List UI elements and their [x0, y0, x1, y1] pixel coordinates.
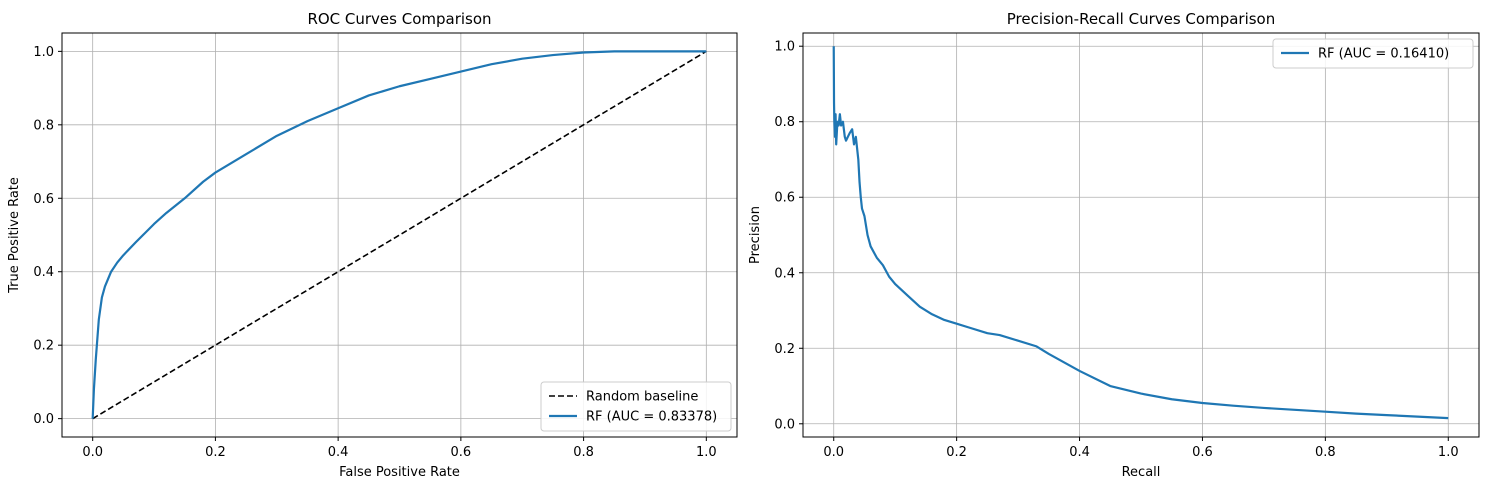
pr-x-tick-label-1: 0.2 — [946, 445, 967, 460]
roc-grid — [62, 33, 737, 437]
roc-legend-label-1: RF (AUC = 0.83378) — [586, 410, 717, 425]
roc-title: ROC Curves Comparison — [307, 10, 491, 28]
roc-y-tick-label-3: 0.6 — [33, 192, 54, 207]
pr-y-axis-label: Precision — [748, 206, 763, 264]
roc-chart: 0.0 0.2 0.4 0.6 0.8 1.0 0.0 0.2 0.4 0.6 0.8 1.0 ROC… — [7, 10, 738, 480]
roc-series-line-0 — [92, 50, 707, 420]
roc-y-tick-label-1: 0.2 — [33, 339, 54, 354]
pr-y-tick-label-2: 0.4 — [774, 266, 795, 281]
roc-axes-frame — [61, 32, 738, 438]
roc-y-tick-label-0: 0.0 — [33, 412, 54, 427]
pr-axes-frame — [802, 32, 1480, 438]
roc-legend-label-0: Random baseline — [586, 390, 698, 405]
pr-y-tick-label-5: 1.0 — [774, 40, 795, 55]
roc-y-axis-label: True Positive Rate — [7, 177, 22, 294]
pr-x-tick-label-3: 0.6 — [1192, 445, 1213, 460]
roc-x-axis-label: False Positive Rate — [339, 465, 460, 480]
roc-x-tick-label-4: 0.8 — [573, 445, 594, 460]
pr-x-axis-label: Recall — [1122, 465, 1161, 480]
pr-x-tick-label-2: 0.4 — [1069, 445, 1090, 460]
pr-y-tick-label-3: 0.6 — [774, 191, 795, 206]
pr-y-tick-label-0: 0.0 — [774, 417, 795, 432]
roc-x-tick-label-2: 0.4 — [328, 445, 349, 460]
pr-series-line-0 — [832, 46, 1449, 420]
roc-y-tick-label-5: 1.0 — [33, 45, 54, 60]
pr-title: Precision-Recall Curves Comparison — [1007, 10, 1276, 28]
pr-legend: RF (AUC = 0.16410) — [1272, 38, 1474, 69]
pr-ticks: 0.0 0.2 0.4 0.6 0.8 1.0 0.0 0.2 0.4 0.6 0.8 1.0 — [774, 40, 1458, 460]
roc-y-tick-label-2: 0.4 — [33, 265, 54, 280]
roc-x-tick-label-0: 0.0 — [82, 445, 103, 460]
pr-x-tick-label-0: 0.0 — [823, 445, 844, 460]
roc-x-tick-label-3: 0.6 — [451, 445, 472, 460]
pr-x-tick-label-5: 1.0 — [1438, 445, 1459, 460]
roc-x-tick-label-5: 1.0 — [696, 445, 717, 460]
pr-series-layer — [832, 46, 1449, 420]
roc-series-layer — [91, 50, 707, 420]
pr-legend-frame — [1272, 38, 1474, 69]
roc-legend-frame — [540, 381, 732, 432]
pr-legend-label-0: RF (AUC = 0.16410) — [1318, 47, 1449, 62]
roc-ticks: 0.0 0.2 0.4 0.6 0.8 1.0 0.0 0.2 0.4 0.6 0.8 1.0 — [33, 45, 716, 460]
roc-legend: Random baseline RF (AUC = 0.83378) — [540, 381, 732, 432]
roc-y-tick-label-4: 0.8 — [33, 118, 54, 133]
pr-x-tick-label-4: 0.8 — [1315, 445, 1336, 460]
pr-y-tick-label-4: 0.8 — [774, 115, 795, 130]
roc-x-tick-label-1: 0.2 — [205, 445, 226, 460]
pr-y-tick-label-1: 0.2 — [774, 342, 795, 357]
pr-chart: 0.0 0.2 0.4 0.6 0.8 1.0 0.0 0.2 0.4 0.6 0.8 1.0 Pre… — [748, 10, 1480, 480]
roc-series-line-1 — [91, 50, 707, 419]
